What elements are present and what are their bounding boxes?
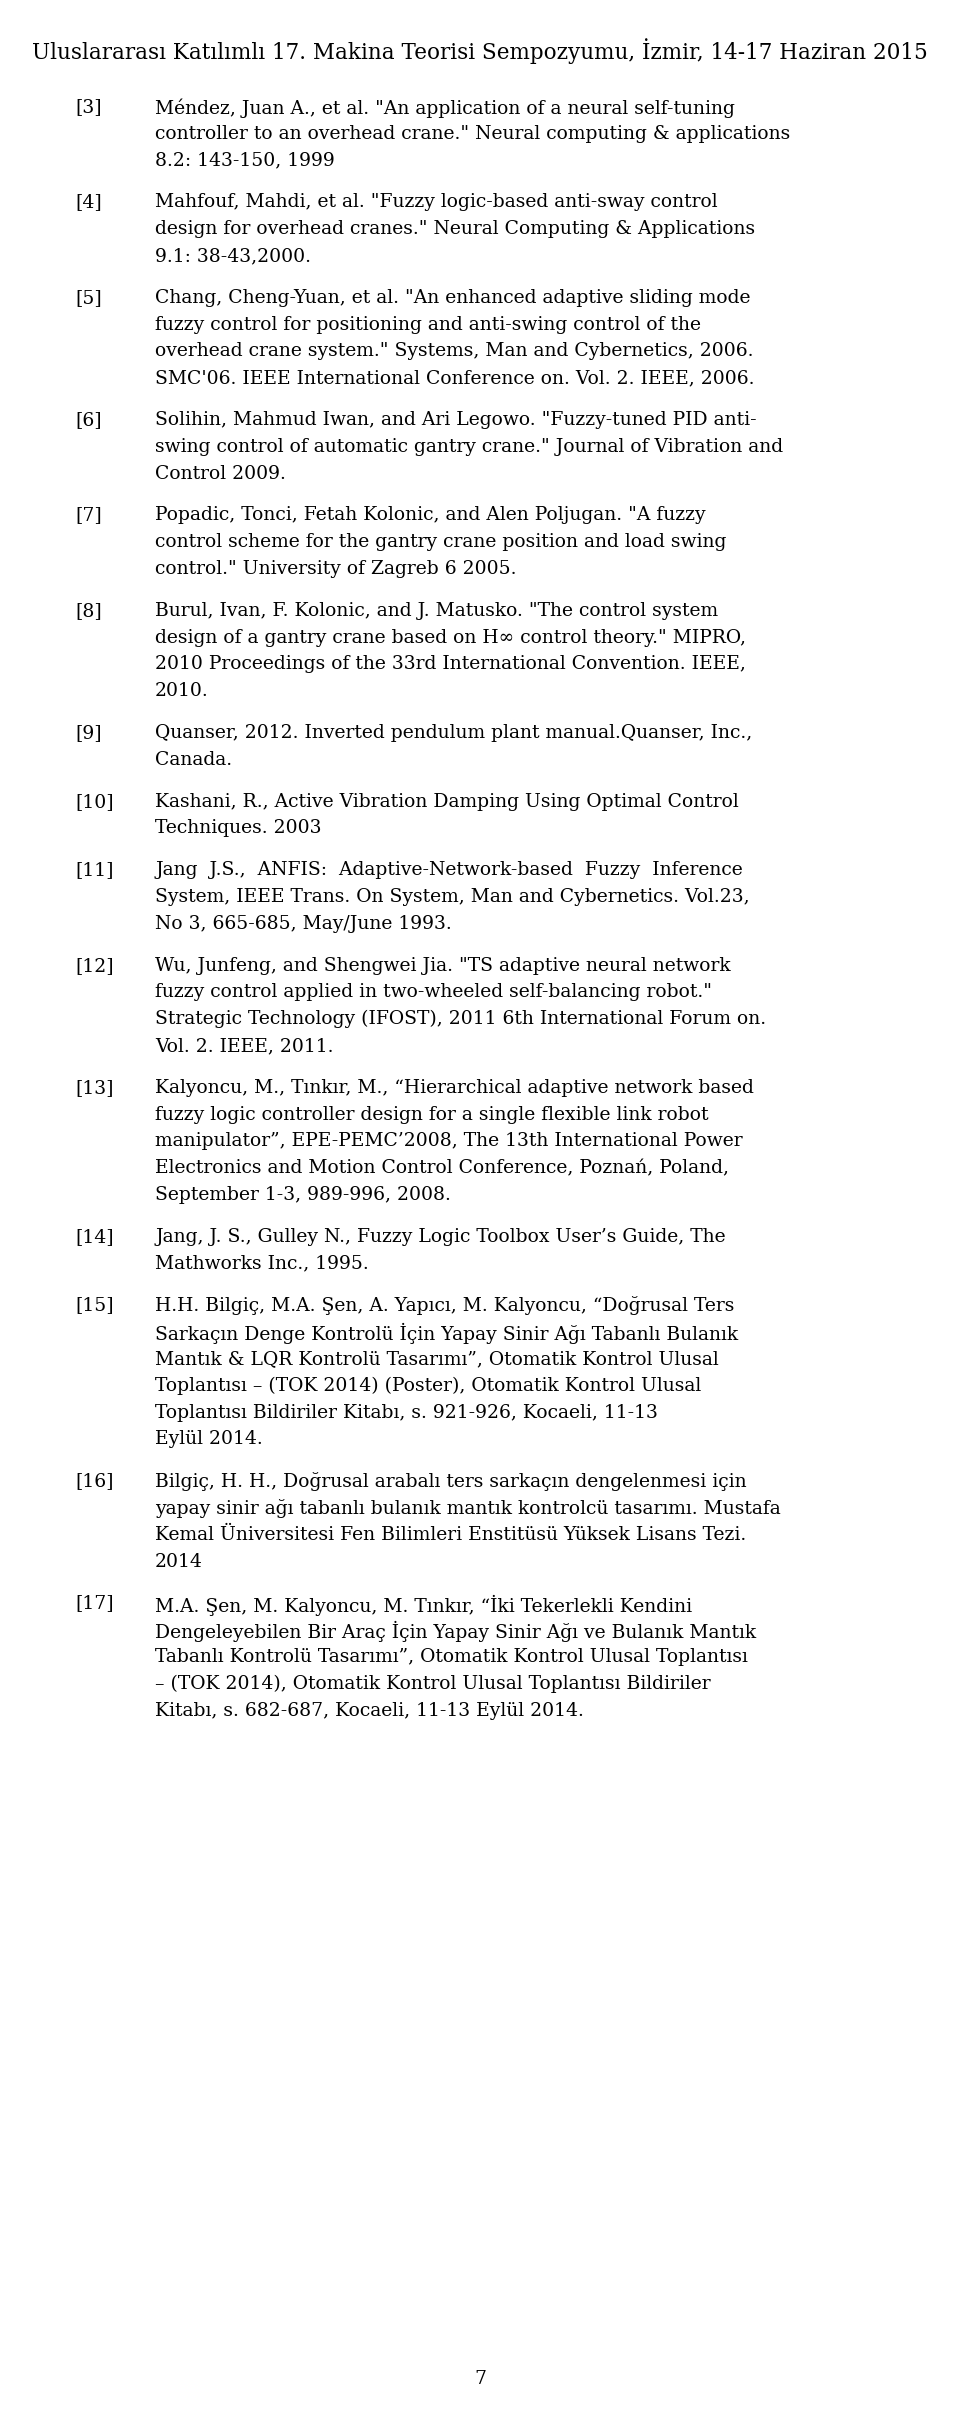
Text: Popadic, Tonci, Fetah Kolonic, and Alen Poljugan. "A fuzzy: Popadic, Tonci, Fetah Kolonic, and Alen … (155, 505, 706, 525)
Text: SMC'06. IEEE International Conference on. Vol. 2. IEEE, 2006.: SMC'06. IEEE International Conference on… (155, 370, 755, 387)
Text: control." University of Zagreb 6 2005.: control." University of Zagreb 6 2005. (155, 561, 516, 578)
Text: 2010.: 2010. (155, 682, 208, 701)
Text: Uluslararası Katılımlı 17. Makina Teorisi Sempozyumu, İzmir, 14-17 Haziran 2015: Uluslararası Katılımlı 17. Makina Teoris… (32, 39, 928, 63)
Text: Kemal Üniversitesi Fen Bilimleri Enstitüsü Yüksek Lisans Tezi.: Kemal Üniversitesi Fen Bilimleri Enstitü… (155, 1526, 746, 1543)
Text: 2014: 2014 (155, 1552, 203, 1572)
Text: 7: 7 (474, 2370, 486, 2389)
Text: [3]: [3] (75, 99, 102, 116)
Text: Chang, Cheng-Yuan, et al. "An enhanced adaptive sliding mode: Chang, Cheng-Yuan, et al. "An enhanced a… (155, 288, 751, 307)
Text: [14]: [14] (75, 1228, 113, 1245)
Text: [15]: [15] (75, 1296, 113, 1315)
Text: Sarkaçın Denge Kontrolü İçin Yapay Sinir Ağı Tabanlı Bulanık: Sarkaçın Denge Kontrolü İçin Yapay Sinir… (155, 1323, 738, 1344)
Text: Burul, Ivan, F. Kolonic, and J. Matusko. "The control system: Burul, Ivan, F. Kolonic, and J. Matusko.… (155, 602, 718, 619)
Text: Solihin, Mahmud Iwan, and Ari Legowo. "Fuzzy-tuned PID anti-: Solihin, Mahmud Iwan, and Ari Legowo. "F… (155, 411, 756, 428)
Text: Jang  J.S.,  ANFIS:  Adaptive-Network-based  Fuzzy  Inference: Jang J.S., ANFIS: Adaptive-Network-based… (155, 861, 743, 880)
Text: No 3, 665-685, May/June 1993.: No 3, 665-685, May/June 1993. (155, 914, 452, 933)
Text: [11]: [11] (75, 861, 113, 880)
Text: swing control of automatic gantry crane." Journal of Vibration and: swing control of automatic gantry crane.… (155, 438, 783, 457)
Text: Strategic Technology (IFOST), 2011 6th International Forum on.: Strategic Technology (IFOST), 2011 6th I… (155, 1011, 766, 1028)
Text: fuzzy control for positioning and anti-swing control of the: fuzzy control for positioning and anti-s… (155, 317, 701, 334)
Text: overhead crane system." Systems, Man and Cybernetics, 2006.: overhead crane system." Systems, Man and… (155, 343, 754, 360)
Text: [12]: [12] (75, 958, 113, 974)
Text: Toplantısı – (TOK 2014) (Poster), Otomatik Kontrol Ulusal: Toplantısı – (TOK 2014) (Poster), Otomat… (155, 1376, 701, 1395)
Text: Méndez, Juan A., et al. "An application of a neural self-tuning: Méndez, Juan A., et al. "An application … (155, 99, 734, 118)
Text: [5]: [5] (75, 288, 102, 307)
Text: System, IEEE Trans. On System, Man and Cybernetics. Vol.23,: System, IEEE Trans. On System, Man and C… (155, 887, 750, 907)
Text: fuzzy logic controller design for a single flexible link robot: fuzzy logic controller design for a sing… (155, 1105, 708, 1124)
Text: Wu, Junfeng, and Shengwei Jia. "TS adaptive neural network: Wu, Junfeng, and Shengwei Jia. "TS adapt… (155, 958, 731, 974)
Text: [7]: [7] (75, 505, 102, 525)
Text: 2010 Proceedings of the 33rd International Convention. IEEE,: 2010 Proceedings of the 33rd Internation… (155, 655, 746, 672)
Text: Toplantısı Bildiriler Kitabı, s. 921-926, Kocaeli, 11-13: Toplantısı Bildiriler Kitabı, s. 921-926… (155, 1402, 658, 1422)
Text: Eylül 2014.: Eylül 2014. (155, 1431, 263, 1448)
Text: Techniques. 2003: Techniques. 2003 (155, 820, 322, 837)
Text: Electronics and Motion Control Conference, Poznań, Poland,: Electronics and Motion Control Conferenc… (155, 1158, 729, 1178)
Text: fuzzy control applied in two-wheeled self-balancing robot.": fuzzy control applied in two-wheeled sel… (155, 984, 712, 1001)
Text: Quanser, 2012. Inverted pendulum plant manual.Quanser, Inc.,: Quanser, 2012. Inverted pendulum plant m… (155, 723, 753, 742)
Text: 9.1: 38-43,2000.: 9.1: 38-43,2000. (155, 247, 311, 266)
Text: [8]: [8] (75, 602, 102, 619)
Text: 8.2: 143-150, 1999: 8.2: 143-150, 1999 (155, 152, 335, 169)
Text: yapay sinir ağı tabanlı bulanık mantık kontrolcü tasarımı. Mustafa: yapay sinir ağı tabanlı bulanık mantık k… (155, 1499, 780, 1519)
Text: design of a gantry crane based on H∞ control theory." MIPRO,: design of a gantry crane based on H∞ con… (155, 629, 746, 646)
Text: – (TOK 2014), Otomatik Kontrol Ulusal Toplantısı Bildiriler: – (TOK 2014), Otomatik Kontrol Ulusal To… (155, 1676, 710, 1693)
Text: controller to an overhead crane." Neural computing & applications: controller to an overhead crane." Neural… (155, 126, 790, 143)
Text: Canada.: Canada. (155, 752, 232, 769)
Text: Mathworks Inc., 1995.: Mathworks Inc., 1995. (155, 1255, 369, 1272)
Text: Vol. 2. IEEE, 2011.: Vol. 2. IEEE, 2011. (155, 1037, 333, 1054)
Text: [13]: [13] (75, 1078, 113, 1098)
Text: [17]: [17] (75, 1593, 113, 1613)
Text: M.A. Şen, M. Kalyoncu, M. Tınkır, “İki Tekerlekli Kendini: M.A. Şen, M. Kalyoncu, M. Tınkır, “İki T… (155, 1593, 692, 1615)
Text: [9]: [9] (75, 723, 102, 742)
Text: [10]: [10] (75, 793, 113, 810)
Text: Mahfouf, Mahdi, et al. "Fuzzy logic-based anti-sway control: Mahfouf, Mahdi, et al. "Fuzzy logic-base… (155, 193, 718, 210)
Text: Kalyoncu, M., Tınkır, M., “Hierarchical adaptive network based: Kalyoncu, M., Tınkır, M., “Hierarchical … (155, 1078, 754, 1098)
Text: September 1-3, 989-996, 2008.: September 1-3, 989-996, 2008. (155, 1185, 451, 1204)
Text: [16]: [16] (75, 1473, 113, 1489)
Text: Mantık & LQR Kontrolü Tasarımı”, Otomatik Kontrol Ulusal: Mantık & LQR Kontrolü Tasarımı”, Otomati… (155, 1349, 719, 1369)
Text: [4]: [4] (75, 193, 102, 210)
Text: control scheme for the gantry crane position and load swing: control scheme for the gantry crane posi… (155, 534, 727, 551)
Text: Kashani, R., Active Vibration Damping Using Optimal Control: Kashani, R., Active Vibration Damping Us… (155, 793, 739, 810)
Text: Bilgiç, H. H., Doğrusal arabalı ters sarkaçın dengelenmesi için: Bilgiç, H. H., Doğrusal arabalı ters sar… (155, 1473, 747, 1492)
Text: Control 2009.: Control 2009. (155, 464, 286, 484)
Text: manipulator”, EPE-PEMC’2008, The 13th International Power: manipulator”, EPE-PEMC’2008, The 13th In… (155, 1132, 743, 1151)
Text: H.H. Bilgiç, M.A. Şen, A. Yapıcı, M. Kalyoncu, “Doğrusal Ters: H.H. Bilgiç, M.A. Şen, A. Yapıcı, M. Kal… (155, 1296, 734, 1315)
Text: Jang, J. S., Gulley N., Fuzzy Logic Toolbox User’s Guide, The: Jang, J. S., Gulley N., Fuzzy Logic Tool… (155, 1228, 726, 1245)
Text: Tabanlı Kontrolü Tasarımı”, Otomatik Kontrol Ulusal Toplantısı: Tabanlı Kontrolü Tasarımı”, Otomatik Kon… (155, 1649, 748, 1666)
Text: Kitabı, s. 682-687, Kocaeli, 11-13 Eylül 2014.: Kitabı, s. 682-687, Kocaeli, 11-13 Eylül… (155, 1702, 584, 1719)
Text: Dengeleyebilen Bir Araç İçin Yapay Sinir Ağı ve Bulanık Mantık: Dengeleyebilen Bir Araç İçin Yapay Sinir… (155, 1620, 756, 1642)
Text: design for overhead cranes." Neural Computing & Applications: design for overhead cranes." Neural Comp… (155, 220, 756, 239)
Text: [6]: [6] (75, 411, 102, 428)
